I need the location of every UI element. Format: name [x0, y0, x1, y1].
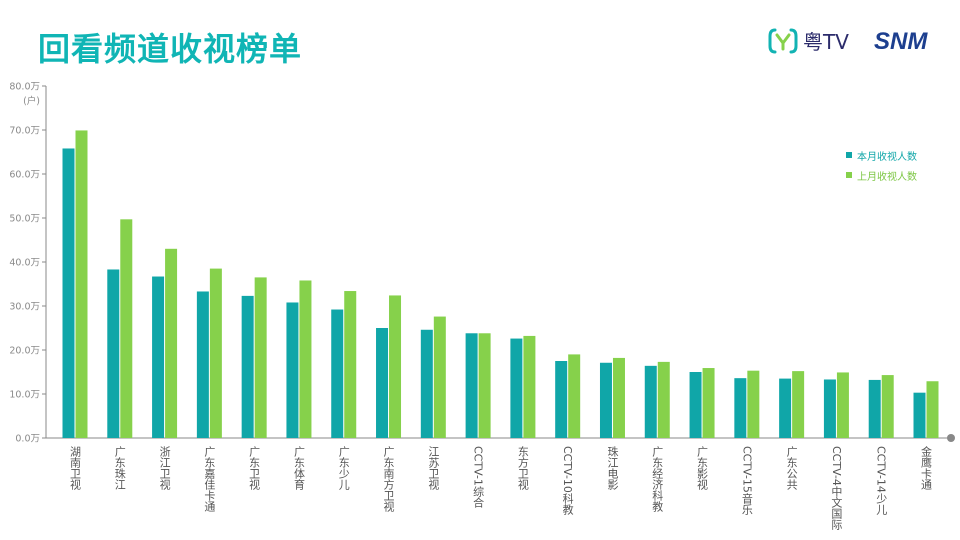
x-tick-label: CCTV-10科教 [561, 446, 574, 516]
y-tick-label: 50.0万 [9, 214, 40, 225]
x-tick-label: CCTV-15音乐 [740, 446, 753, 515]
bar-current-month [420, 329, 433, 438]
bar-current-month [555, 361, 568, 438]
x-tick-label: 广东公共 [785, 446, 798, 491]
bar-previous-month [926, 381, 939, 438]
y-tick-label: 20.0万 [9, 346, 40, 357]
legend-label-current: 本月收视人数 [857, 151, 917, 163]
bar-current-month [868, 379, 881, 438]
y-tick-label: 60.0万 [9, 170, 40, 181]
bar-previous-month [299, 280, 312, 438]
y-tick-label: 70.0万 [9, 126, 40, 137]
bar-current-month [734, 378, 747, 438]
legend-swatch-current [846, 152, 852, 158]
bar-previous-month [120, 219, 133, 438]
bar-previous-month [612, 357, 625, 438]
x-tick-label: 广东少儿 [337, 446, 350, 490]
bar-previous-month [75, 130, 88, 438]
x-tick-label: 广东影视 [696, 446, 709, 490]
legend-item-current[interactable]: 本月收视人数 [846, 145, 917, 165]
bar-current-month [62, 148, 75, 439]
bar-previous-month [568, 354, 581, 438]
bar-previous-month [657, 361, 670, 438]
bar-previous-month [165, 248, 178, 438]
bar-current-month [152, 276, 165, 438]
legend-swatch-previous [846, 172, 852, 178]
x-tick-label: CCTV-4中文国际 [830, 446, 843, 531]
yue-tv-mark-icon [768, 28, 798, 53]
snm-logo-text: SNM [874, 28, 928, 52]
y-tick-label: 0.0万 [15, 434, 40, 445]
y-axis-unit-label: (户) [23, 95, 40, 107]
x-tick-label: 金鹰卡通 [920, 445, 933, 490]
x-tick-label: CCTV-1综合 [472, 446, 485, 508]
bar-current-month [599, 362, 612, 438]
bar-current-month [286, 302, 299, 438]
snm-logo: SNM [874, 28, 928, 52]
bar-current-month [823, 379, 836, 438]
bar-current-month [510, 338, 523, 438]
bar-current-month [644, 365, 657, 438]
x-tick-label: 广东珠江 [113, 446, 126, 490]
x-tick-label: 广东卫视 [248, 446, 261, 490]
x-axis-labels: 湖南卫视 广东珠江 浙江卫视 广东嘉佳卡通 广东卫视 广东体育 广东少儿 广东南方卫视 江苏卫视… [69, 445, 933, 531]
bar-current-month [196, 291, 209, 438]
bar-current-month [913, 392, 926, 438]
bar-previous-month [433, 316, 446, 438]
bars [62, 130, 939, 439]
bar-current-month [689, 372, 702, 438]
x-tick-label: 广东经济科教 [651, 446, 664, 513]
x-axis-end-marker [947, 434, 955, 442]
bar-previous-month [881, 375, 894, 438]
y-tick-label: 40.0万 [9, 258, 40, 269]
legend-label-previous: 上月收视人数 [857, 171, 917, 183]
x-tick-label: 东方卫视 [516, 446, 529, 490]
bar-previous-month [523, 335, 536, 438]
bar-current-month [465, 333, 478, 438]
x-tick-label: 广东嘉佳卡通 [203, 446, 216, 512]
slide-title: 回看频道收视榜单 [38, 30, 303, 68]
bar-previous-month [836, 372, 849, 438]
yue-tv-logo: 粤TV [768, 26, 849, 55]
bar-current-month [241, 295, 254, 438]
x-tick-label: 广东体育 [292, 446, 305, 491]
y-tick-label: 30.0万 [9, 302, 40, 313]
bar-previous-month [389, 295, 402, 438]
x-tick-label: 珠江电影 [606, 445, 619, 490]
bar-previous-month [478, 333, 491, 438]
yue-tv-logo-text: 粤TV [803, 30, 849, 54]
bar-previous-month [209, 268, 222, 438]
legend-item-previous[interactable]: 上月收视人数 [846, 165, 917, 185]
bar-current-month [779, 378, 792, 438]
x-tick-label: 广东南方卫视 [382, 446, 395, 512]
x-tick-label: 湖南卫视 [69, 446, 82, 490]
y-tick-label: 80.0万 [9, 82, 40, 93]
x-tick-label: 江苏卫视 [427, 446, 440, 490]
chart-legend: 本月收视人数 上月收视人数 [846, 145, 917, 185]
bar-current-month [376, 328, 389, 438]
x-tick-label: CCTV-14少儿 [875, 446, 888, 515]
y-tick-label: 10.0万 [9, 390, 40, 401]
x-tick-label: 浙江卫视 [158, 446, 171, 490]
bar-previous-month [702, 368, 715, 438]
bar-current-month [107, 269, 120, 438]
bar-current-month [331, 309, 344, 438]
bar-previous-month [747, 370, 760, 438]
bar-previous-month [254, 277, 267, 438]
bar-previous-month [792, 371, 805, 438]
bar-previous-month [344, 291, 357, 438]
